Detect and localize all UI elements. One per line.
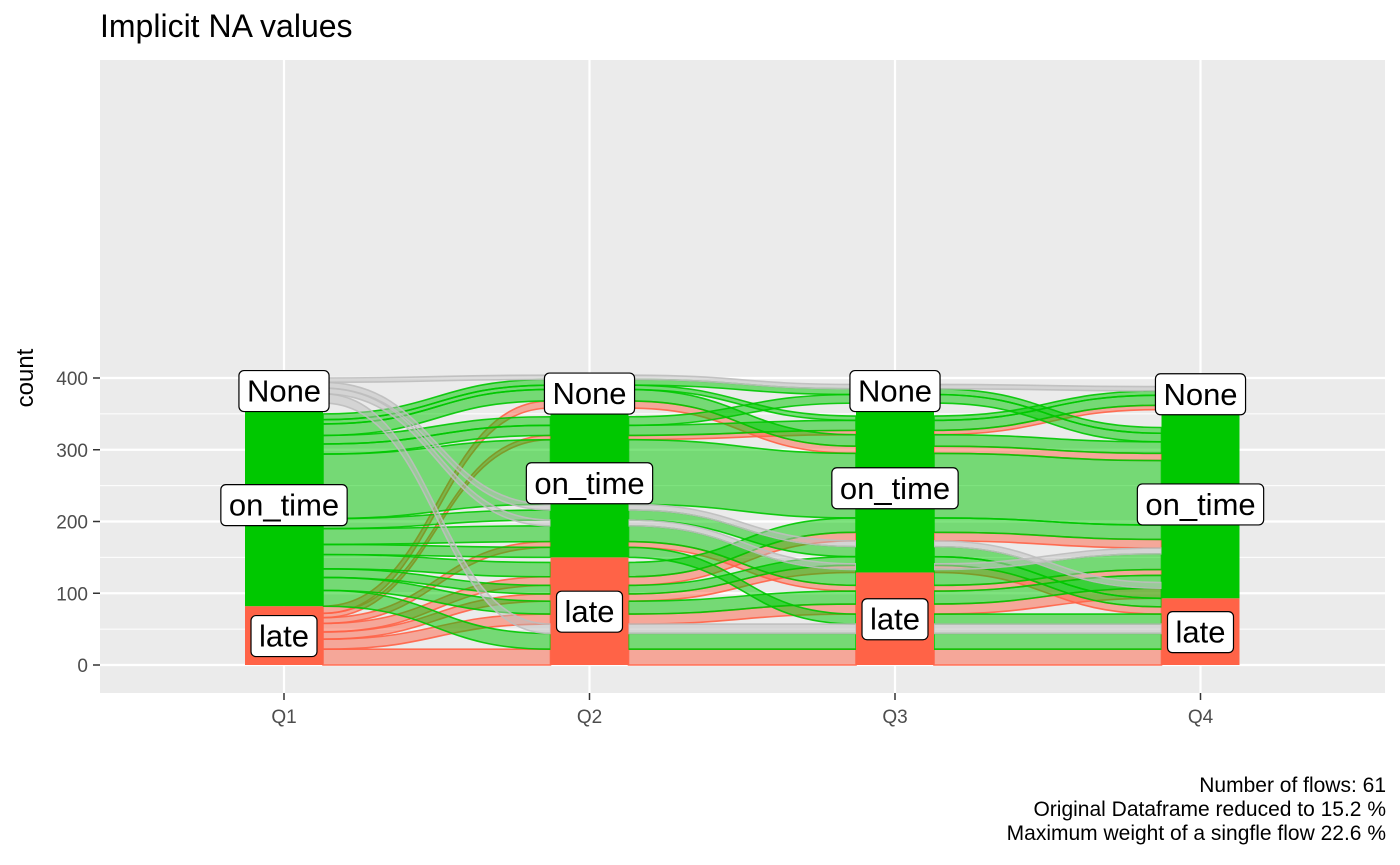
stratum-label-group: late bbox=[250, 614, 318, 658]
stratum-label-box bbox=[525, 462, 654, 505]
flow-ribbon bbox=[627, 648, 857, 666]
stratum-label-text: late bbox=[870, 602, 920, 637]
stratum-label-box bbox=[555, 590, 624, 633]
stratum-label-box bbox=[1166, 611, 1235, 654]
stratum-label-text: None bbox=[247, 374, 321, 409]
x-tick-label: Q3 bbox=[882, 707, 907, 728]
flow-ribbon bbox=[933, 632, 1163, 651]
stratum-label-group: None bbox=[543, 372, 636, 415]
stratum-label-box bbox=[543, 372, 636, 415]
flow-ribbon bbox=[933, 452, 1163, 526]
stratum-label-group: None bbox=[1154, 373, 1247, 416]
stratum-label-text: on_time bbox=[229, 488, 339, 523]
stratum-label-group: late bbox=[555, 590, 624, 633]
y-axis-ticks: 0 100 200 300 400 bbox=[56, 369, 100, 677]
stratum-label-text: None bbox=[552, 376, 626, 411]
stratum-label-group: late bbox=[861, 598, 929, 641]
stratum-label-text: late bbox=[1176, 615, 1226, 650]
flow-ribbon bbox=[933, 613, 1163, 625]
stratum-label-box bbox=[861, 598, 929, 641]
stratum-label-box bbox=[220, 484, 348, 527]
stratum-label-box bbox=[849, 369, 941, 413]
stratum-label-box bbox=[831, 467, 959, 510]
stratum-label-text: on_time bbox=[840, 471, 950, 506]
stratum-label-box bbox=[250, 614, 318, 658]
stratum-label-box bbox=[1136, 483, 1265, 526]
stratum-label-group: None bbox=[238, 369, 330, 413]
stratum-label-group: on_time bbox=[1136, 483, 1265, 526]
stratum-labels: late on_time None late on_time None late on_tim… bbox=[220, 369, 1265, 658]
chart-title: Implicit NA values bbox=[100, 8, 353, 44]
flow-ribbon bbox=[933, 648, 1163, 666]
stratum-label-text: on_time bbox=[534, 466, 644, 501]
x-tick-label: Q4 bbox=[1188, 707, 1214, 728]
stratum-label-text: None bbox=[1163, 377, 1237, 412]
stratum-label-group: on_time bbox=[831, 467, 959, 510]
stratum-label-box bbox=[238, 369, 330, 413]
stratum-label-text: late bbox=[565, 594, 615, 629]
y-tick-label: 100 bbox=[56, 584, 88, 605]
y-tick-label: 200 bbox=[56, 513, 88, 534]
stratum-label-text: late bbox=[259, 619, 309, 654]
stratum-label-group: None bbox=[849, 369, 941, 413]
y-tick-label: 300 bbox=[56, 441, 88, 462]
x-axis-ticks: Q1 Q2 Q3 Q4 bbox=[271, 693, 1214, 728]
stratum-label-group: on_time bbox=[525, 462, 654, 505]
flow-ribbon bbox=[627, 632, 857, 651]
stratum-label-group: late bbox=[1166, 611, 1235, 654]
caption-reduction: Original Dataframe reduced to 15.2 % bbox=[1033, 798, 1386, 821]
x-tick-label: Q2 bbox=[577, 707, 602, 728]
stratum-label-text: on_time bbox=[1145, 487, 1255, 522]
flow-ribbon bbox=[627, 623, 857, 635]
y-tick-label: 400 bbox=[56, 369, 88, 390]
caption-flow-count: Number of flows: 61 bbox=[1199, 774, 1386, 797]
caption-max-weight: Maximum weight of a singfle flow 22.6 % bbox=[1006, 822, 1386, 845]
x-tick-label: Q1 bbox=[271, 707, 296, 728]
y-tick-label: 0 bbox=[77, 656, 88, 677]
stratum-label-text: None bbox=[858, 374, 932, 409]
flow-ribbon bbox=[322, 648, 552, 666]
stratum-label-group: on_time bbox=[220, 484, 348, 527]
y-axis-title: count bbox=[12, 348, 39, 407]
flow-ribbon bbox=[933, 623, 1163, 635]
stratum-label-box bbox=[1154, 373, 1247, 416]
